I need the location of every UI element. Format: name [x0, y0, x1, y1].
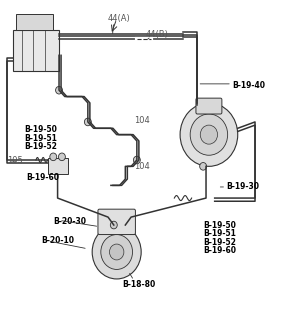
FancyBboxPatch shape [98, 209, 135, 235]
Text: B-19-40: B-19-40 [232, 81, 265, 90]
FancyBboxPatch shape [13, 30, 59, 71]
Text: B-19-50: B-19-50 [24, 125, 57, 134]
Circle shape [56, 86, 63, 94]
Circle shape [84, 118, 91, 126]
Text: B-19-51: B-19-51 [24, 134, 57, 143]
Text: B-19-51: B-19-51 [203, 229, 236, 238]
Circle shape [109, 244, 124, 260]
Circle shape [101, 235, 132, 269]
Circle shape [200, 163, 207, 170]
Text: B-20-30: B-20-30 [53, 217, 86, 226]
Circle shape [110, 221, 117, 229]
Text: B-19-60: B-19-60 [203, 246, 236, 255]
Text: B-19-52: B-19-52 [24, 142, 57, 151]
Circle shape [50, 153, 57, 161]
Text: 104: 104 [134, 116, 150, 125]
FancyBboxPatch shape [47, 158, 68, 174]
Text: 44(B): 44(B) [146, 30, 168, 39]
Text: 105: 105 [7, 156, 23, 165]
Circle shape [180, 103, 238, 166]
Circle shape [92, 225, 141, 279]
Circle shape [133, 156, 140, 164]
Circle shape [200, 125, 218, 144]
Circle shape [58, 153, 65, 161]
FancyBboxPatch shape [16, 14, 53, 30]
Text: B-19-30: B-19-30 [226, 182, 259, 191]
Text: B-20-10: B-20-10 [42, 236, 75, 245]
Text: B-18-80: B-18-80 [123, 280, 156, 289]
Text: B-19-60: B-19-60 [26, 173, 59, 182]
FancyBboxPatch shape [196, 98, 222, 114]
Text: 44(A): 44(A) [108, 14, 131, 23]
Text: 104: 104 [134, 162, 150, 171]
Text: B-19-52: B-19-52 [203, 238, 236, 247]
Text: B-19-50: B-19-50 [203, 220, 236, 229]
Circle shape [190, 114, 228, 155]
